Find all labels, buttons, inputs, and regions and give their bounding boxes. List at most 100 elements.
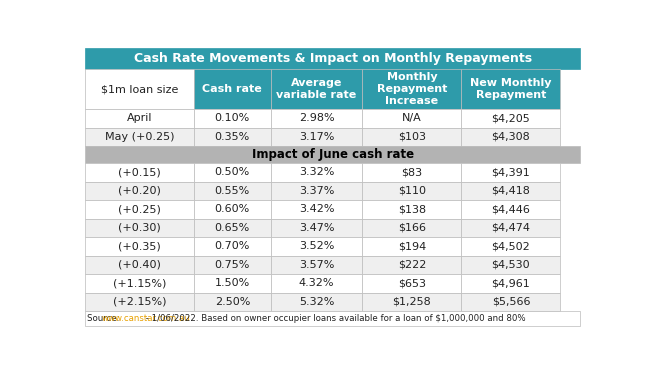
Bar	[271, 292, 362, 311]
Bar	[362, 109, 461, 128]
Bar	[271, 163, 362, 182]
Text: 3.37%: 3.37%	[299, 186, 334, 196]
Bar	[85, 128, 194, 146]
Bar	[194, 237, 271, 255]
Text: 2.50%: 2.50%	[215, 297, 250, 307]
Text: $4,391: $4,391	[491, 168, 530, 177]
Bar	[85, 311, 580, 326]
Text: 0.35%: 0.35%	[215, 132, 250, 142]
Bar	[194, 69, 271, 109]
Text: 0.75%: 0.75%	[215, 260, 250, 270]
Bar	[194, 163, 271, 182]
Text: Impact of June cash rate: Impact of June cash rate	[252, 148, 413, 161]
Text: May (+0.25): May (+0.25)	[104, 132, 174, 142]
Bar	[85, 163, 194, 182]
Text: $4,530: $4,530	[491, 260, 530, 270]
Text: (+0.40): (+0.40)	[118, 260, 161, 270]
Bar	[461, 292, 561, 311]
Text: $4,446: $4,446	[491, 204, 530, 214]
Text: 3.42%: 3.42%	[299, 204, 334, 214]
Text: $653: $653	[398, 278, 426, 288]
Text: 0.70%: 0.70%	[215, 241, 250, 251]
Text: Cash Rate Movements & Impact on Monthly Repayments: Cash Rate Movements & Impact on Monthly …	[134, 52, 532, 65]
Bar	[461, 163, 561, 182]
Bar	[362, 292, 461, 311]
Text: 0.60%: 0.60%	[215, 204, 250, 214]
Bar	[194, 128, 271, 146]
Bar	[271, 69, 362, 109]
Text: 1.50%: 1.50%	[215, 278, 250, 288]
Text: Source:: Source:	[86, 314, 122, 323]
Text: (+0.25): (+0.25)	[118, 204, 161, 214]
Bar	[85, 237, 194, 255]
Text: $194: $194	[398, 241, 426, 251]
Text: N/A: N/A	[402, 114, 422, 123]
Bar	[271, 237, 362, 255]
Text: 0.65%: 0.65%	[215, 223, 250, 233]
Text: 3.32%: 3.32%	[299, 168, 334, 177]
Text: (+1.15%): (+1.15%)	[113, 278, 166, 288]
Text: 5.32%: 5.32%	[299, 297, 334, 307]
Bar	[194, 274, 271, 292]
Bar	[271, 182, 362, 200]
Text: April: April	[127, 114, 153, 123]
Bar	[271, 274, 362, 292]
Bar	[461, 69, 561, 109]
Text: 3.57%: 3.57%	[299, 260, 334, 270]
Text: $4,308: $4,308	[491, 132, 530, 142]
Bar	[271, 109, 362, 128]
Bar	[461, 182, 561, 200]
Text: 4.32%: 4.32%	[299, 278, 334, 288]
Bar	[271, 200, 362, 219]
Bar	[362, 69, 461, 109]
Bar	[85, 109, 194, 128]
Bar	[362, 182, 461, 200]
Text: 3.17%: 3.17%	[299, 132, 334, 142]
Text: 3.47%: 3.47%	[299, 223, 334, 233]
Text: $4,474: $4,474	[491, 223, 530, 233]
Bar	[85, 146, 580, 163]
Text: $1m loan size: $1m loan size	[101, 84, 178, 94]
Bar	[461, 109, 561, 128]
Bar	[362, 163, 461, 182]
Text: (+0.30): (+0.30)	[118, 223, 161, 233]
Bar	[85, 200, 194, 219]
Text: $222: $222	[398, 260, 426, 270]
Bar	[271, 255, 362, 274]
Text: $4,502: $4,502	[491, 241, 530, 251]
Text: 2.98%: 2.98%	[299, 114, 334, 123]
Bar	[362, 274, 461, 292]
Text: Average
variable rate: Average variable rate	[276, 78, 357, 100]
Text: $5,566: $5,566	[492, 297, 530, 307]
Text: $138: $138	[398, 204, 426, 214]
Bar	[271, 219, 362, 237]
Bar	[194, 200, 271, 219]
Bar	[461, 128, 561, 146]
Bar	[461, 219, 561, 237]
Bar	[362, 200, 461, 219]
Bar	[85, 48, 580, 69]
Text: (+2.15%): (+2.15%)	[113, 297, 166, 307]
Bar	[85, 182, 194, 200]
Text: 0.50%: 0.50%	[215, 168, 250, 177]
Text: $4,418: $4,418	[491, 186, 530, 196]
Bar	[362, 237, 461, 255]
Text: Cash rate: Cash rate	[202, 84, 262, 94]
Text: $1,258: $1,258	[393, 297, 431, 307]
Bar	[194, 292, 271, 311]
Text: - 1/06/2022. Based on owner occupier loans available for a loan of $1,000,000 an: - 1/06/2022. Based on owner occupier loa…	[143, 314, 526, 323]
Bar	[271, 128, 362, 146]
Text: New Monthly
Repayment: New Monthly Repayment	[470, 78, 552, 100]
Bar	[194, 255, 271, 274]
Text: 3.52%: 3.52%	[299, 241, 334, 251]
Text: $83: $83	[401, 168, 422, 177]
Bar	[85, 219, 194, 237]
Bar	[85, 274, 194, 292]
Bar	[461, 274, 561, 292]
Bar	[194, 182, 271, 200]
Bar	[85, 292, 194, 311]
Text: (+0.15): (+0.15)	[118, 168, 161, 177]
Bar	[461, 200, 561, 219]
Text: www.canstar.com.au: www.canstar.com.au	[102, 314, 190, 323]
Text: (+0.20): (+0.20)	[118, 186, 161, 196]
